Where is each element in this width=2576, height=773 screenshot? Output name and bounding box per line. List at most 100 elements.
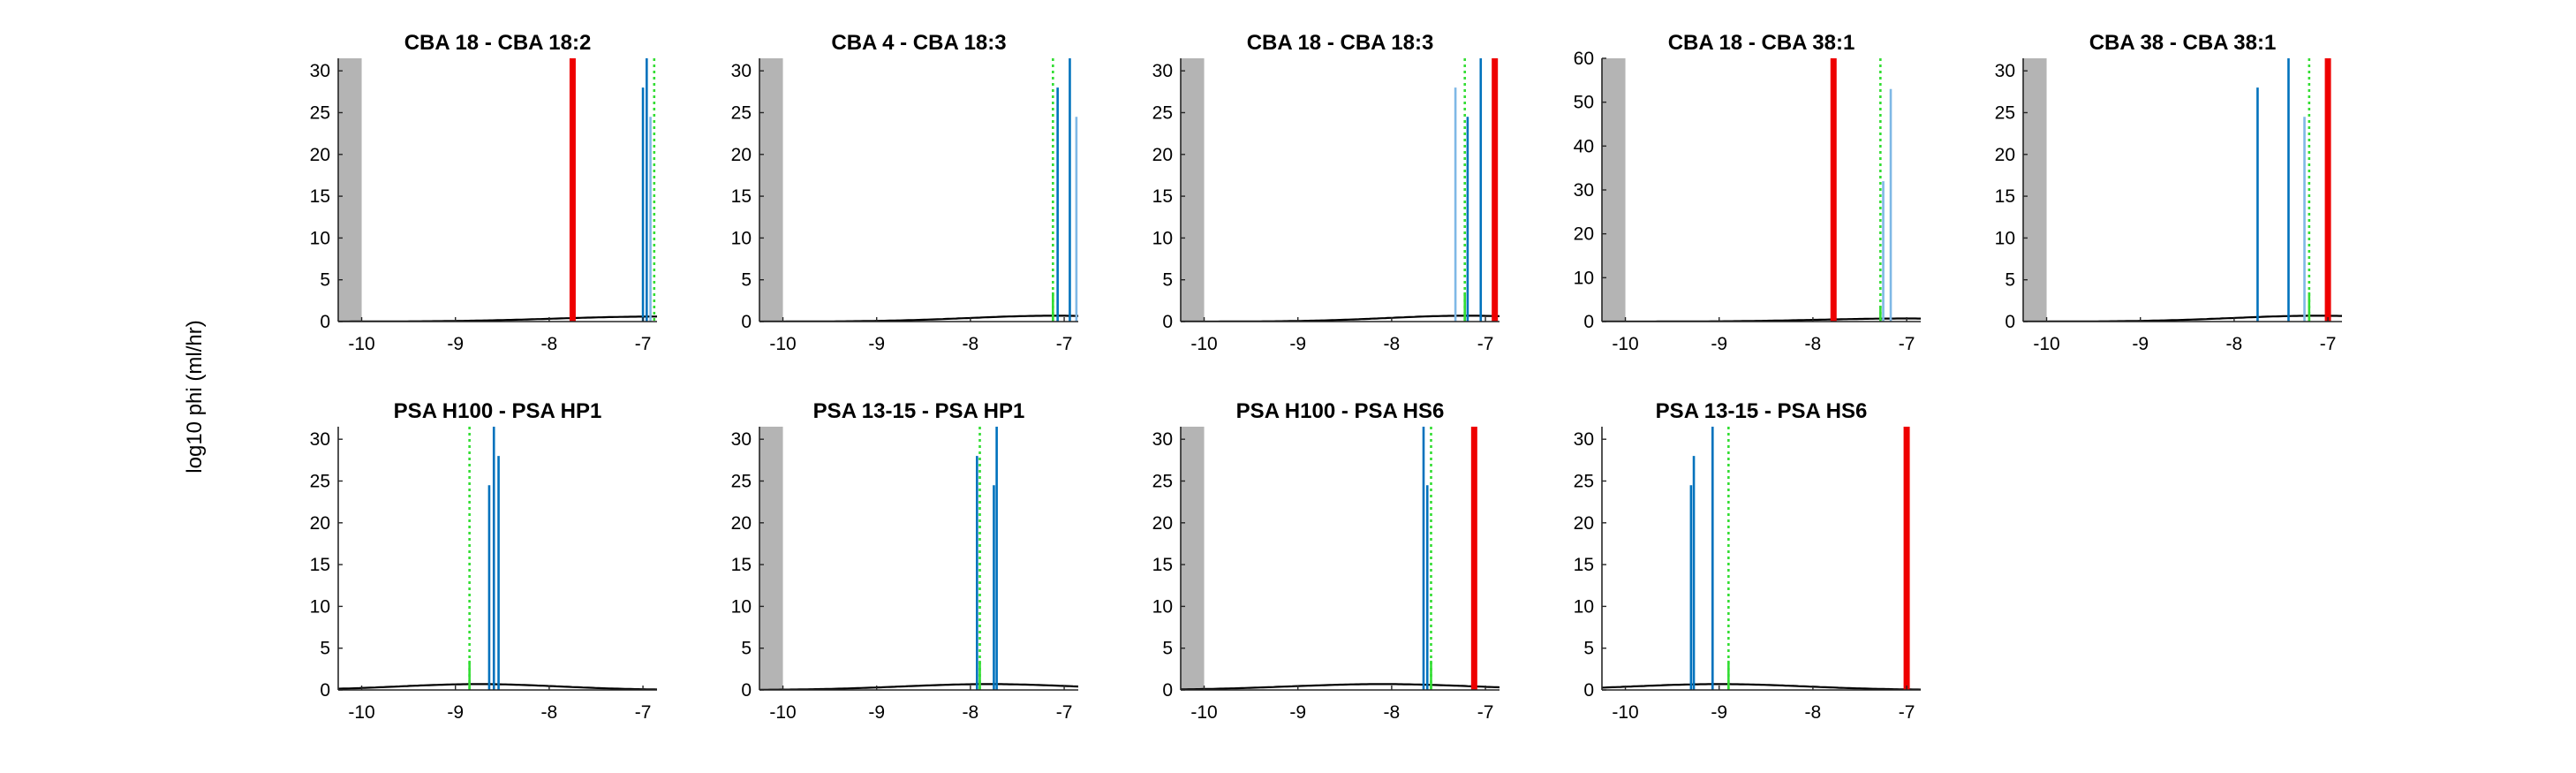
y-tick-label: 30	[1574, 429, 1594, 450]
plot-area	[338, 58, 657, 322]
y-tick-label: 0	[1583, 680, 1594, 701]
y-tick-label: 15	[731, 555, 752, 575]
y-tick-label: 0	[1162, 680, 1173, 701]
x-tick-label: -9	[2132, 334, 2149, 354]
y-tick-label: 40	[1574, 136, 1594, 156]
plot-area	[759, 427, 1078, 690]
y-tick-label: 30	[1995, 61, 2015, 81]
y-tick-label: 25	[731, 102, 752, 123]
x-tick-label: -9	[868, 334, 885, 354]
plot-area	[1181, 427, 1500, 690]
x-tick-label: -9	[1289, 334, 1306, 354]
shaded-region	[759, 58, 783, 322]
subplot-title: CBA 38 - CBA 38:1	[2089, 31, 2277, 55]
y-tick-label: 10	[731, 228, 752, 248]
y-tick-label: 0	[741, 312, 752, 332]
y-tick-label: 15	[1574, 555, 1594, 575]
y-tick-label: 20	[1574, 513, 1594, 534]
x-tick-label: -9	[447, 702, 464, 723]
y-tick-label: 15	[310, 555, 330, 575]
y-tick-label: 25	[1152, 471, 1173, 491]
x-tick-label: -10	[1190, 702, 1217, 723]
y-tick-label: 10	[731, 596, 752, 617]
plot-area	[2023, 58, 2342, 322]
subplot-4: -10 -9 -8 -7 0 10 20 30 40 50 60 CBA 18 - CBA 38:1	[1574, 31, 1921, 354]
x-tick-label: -8	[1384, 702, 1401, 723]
subplot-9: -10 -9 -8 -7 0 5 10 15 20 25 30 PSA 13-15 - PSA HS6	[1574, 399, 1921, 723]
y-tick-label: 10	[310, 596, 330, 617]
shaded-region	[1181, 427, 1205, 690]
x-tick-label: -8	[1805, 702, 1822, 723]
y-tick-label: 25	[731, 471, 752, 491]
y-tick-label: 10	[1574, 268, 1594, 288]
x-tick-label: -9	[868, 702, 885, 723]
y-tick-label: 0	[320, 312, 330, 332]
x-tick-label: -7	[635, 702, 652, 723]
plot-area	[1181, 58, 1500, 322]
shaded-region	[1181, 58, 1205, 322]
shaded-region	[759, 427, 783, 690]
y-tick-label: 10	[1574, 596, 1594, 617]
subplot-2: -10 -9 -8 -7 0 5 10 15 20 25 30 CBA 4 - CBA 18:3	[731, 31, 1078, 354]
y-tick-label: 10	[1995, 228, 2015, 248]
y-tick-label: 30	[1574, 180, 1594, 201]
subplot-title: CBA 18 - CBA 38:1	[1668, 31, 1855, 55]
y-tick-label: 60	[1574, 49, 1594, 69]
subplot-title: PSA H100 - PSA HP1	[394, 399, 602, 423]
x-tick-label: -8	[963, 334, 979, 354]
y-tick-label: 5	[320, 639, 330, 659]
y-tick-label: 20	[731, 145, 752, 165]
x-tick-label: -9	[1711, 702, 1727, 723]
y-tick-label: 5	[1162, 639, 1173, 659]
subplot-5: -10 -9 -8 -7 0 5 10 15 20 25 30 CBA 38 - CBA 38:1	[1995, 31, 2342, 354]
subplot-7: -10 -9 -8 -7 0 5 10 15 20 25 30 PSA 13-15 - PSA HP1	[731, 399, 1078, 723]
y-tick-label: 20	[1574, 224, 1594, 245]
x-tick-label: -7	[1477, 334, 1494, 354]
x-tick-label: -8	[2226, 334, 2243, 354]
y-tick-label: 20	[1995, 145, 2015, 165]
shaded-region	[2023, 58, 2047, 322]
y-tick-label: 0	[741, 680, 752, 701]
x-tick-label: -7	[1056, 702, 1073, 723]
y-tick-label: 30	[1152, 429, 1173, 450]
x-tick-label: -7	[1899, 334, 1915, 354]
subplot-title: CBA 4 - CBA 18:3	[831, 31, 1006, 55]
x-tick-label: -10	[348, 334, 374, 354]
y-tick-label: 20	[310, 513, 330, 534]
plot-area	[759, 58, 1078, 322]
x-tick-label: -9	[447, 334, 464, 354]
y-tick-label: 10	[1152, 596, 1173, 617]
y-tick-label: 5	[1162, 270, 1173, 291]
x-tick-label: -7	[1056, 334, 1073, 354]
y-tick-label: 15	[1995, 186, 2015, 207]
y-axis-label: log10 phi (ml/hr)	[183, 320, 207, 473]
y-tick-label: 0	[1583, 312, 1594, 332]
x-tick-label: -7	[635, 334, 652, 354]
x-tick-label: -9	[1289, 702, 1306, 723]
y-tick-label: 30	[1152, 61, 1173, 81]
y-tick-label: 50	[1574, 93, 1594, 113]
y-tick-label: 0	[320, 680, 330, 701]
y-tick-label: 30	[731, 61, 752, 81]
x-tick-label: -8	[1384, 334, 1401, 354]
x-tick-label: -7	[1899, 702, 1915, 723]
subplot-title: PSA 13-15 - PSA HP1	[813, 399, 1025, 423]
y-tick-label: 25	[1152, 102, 1173, 123]
y-tick-label: 5	[741, 639, 752, 659]
y-tick-label: 15	[1152, 555, 1173, 575]
x-tick-label: -8	[963, 702, 979, 723]
x-tick-label: -7	[1477, 702, 1494, 723]
x-tick-label: -8	[1805, 334, 1822, 354]
subplot-6: -10 -9 -8 -7 0 5 10 15 20 25 30 PSA H100 - PSA HP1	[310, 399, 657, 723]
y-tick-label: 30	[310, 61, 330, 81]
y-tick-label: 10	[1152, 228, 1173, 248]
y-tick-label: 20	[1152, 145, 1173, 165]
y-tick-label: 30	[310, 429, 330, 450]
x-tick-label: -10	[1612, 334, 1638, 354]
x-tick-label: -10	[1612, 702, 1638, 723]
subplot-title: CBA 18 - CBA 18:2	[404, 31, 592, 55]
y-tick-label: 5	[320, 270, 330, 291]
shaded-region	[338, 58, 362, 322]
x-tick-label: -7	[2320, 334, 2337, 354]
